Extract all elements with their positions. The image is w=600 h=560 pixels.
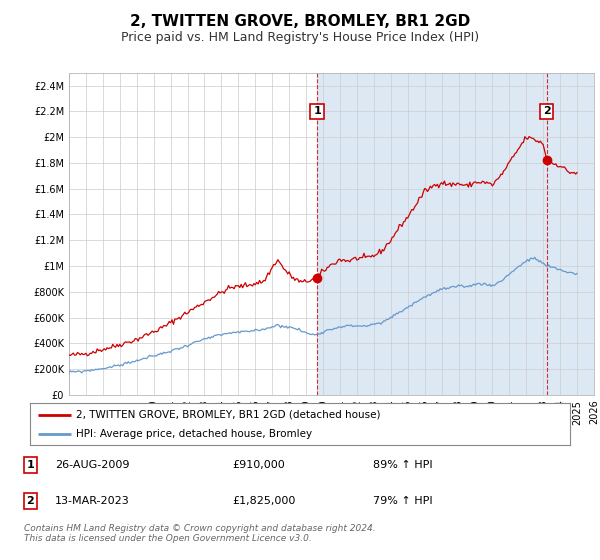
Text: 79% ↑ HPI: 79% ↑ HPI <box>373 496 433 506</box>
Text: 2: 2 <box>26 496 34 506</box>
Bar <box>317 73 594 395</box>
Text: Price paid vs. HM Land Registry's House Price Index (HPI): Price paid vs. HM Land Registry's House … <box>121 31 479 44</box>
Text: 26-AUG-2009: 26-AUG-2009 <box>55 460 129 470</box>
Text: 89% ↑ HPI: 89% ↑ HPI <box>373 460 433 470</box>
Text: Contains HM Land Registry data © Crown copyright and database right 2024.
This d: Contains HM Land Registry data © Crown c… <box>24 524 376 543</box>
Text: 1: 1 <box>313 106 321 116</box>
Text: 1: 1 <box>26 460 34 470</box>
Text: £910,000: £910,000 <box>232 460 285 470</box>
Text: 2, TWITTEN GROVE, BROMLEY, BR1 2GD (detached house): 2, TWITTEN GROVE, BROMLEY, BR1 2GD (deta… <box>76 409 380 419</box>
Text: 2: 2 <box>543 106 550 116</box>
Text: 2, TWITTEN GROVE, BROMLEY, BR1 2GD: 2, TWITTEN GROVE, BROMLEY, BR1 2GD <box>130 14 470 29</box>
Text: HPI: Average price, detached house, Bromley: HPI: Average price, detached house, Brom… <box>76 429 312 439</box>
Text: £1,825,000: £1,825,000 <box>232 496 296 506</box>
Text: 13-MAR-2023: 13-MAR-2023 <box>55 496 130 506</box>
